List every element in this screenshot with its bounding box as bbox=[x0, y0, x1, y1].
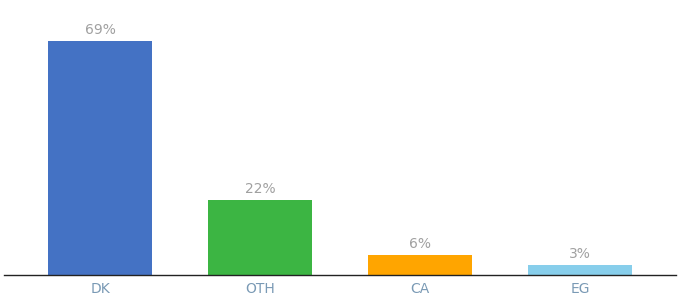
Bar bbox=[48, 41, 152, 275]
Bar bbox=[208, 200, 312, 275]
Text: 22%: 22% bbox=[245, 182, 275, 197]
Bar bbox=[368, 255, 472, 275]
Bar bbox=[528, 265, 632, 275]
Text: 3%: 3% bbox=[569, 247, 591, 261]
Text: 69%: 69% bbox=[85, 23, 116, 37]
Text: 6%: 6% bbox=[409, 236, 431, 250]
